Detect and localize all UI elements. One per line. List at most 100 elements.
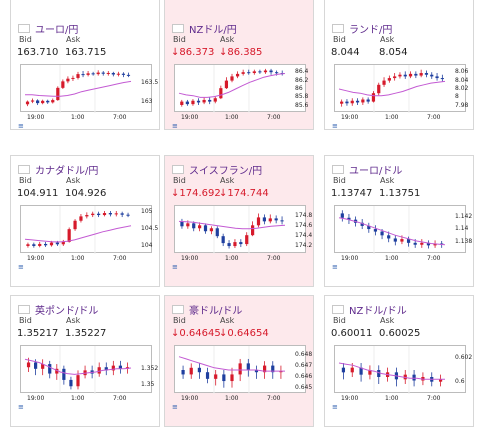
- pair-title[interactable]: ユーロ/円: [35, 25, 79, 36]
- ask-value-text: 0.64654: [227, 328, 269, 339]
- bid-label: Bid: [19, 35, 32, 44]
- pair-title[interactable]: スイスフラン/円: [189, 166, 263, 177]
- pair-title[interactable]: ユーロ/ドル: [349, 166, 403, 177]
- y-axis-tick: 0.6: [455, 377, 465, 385]
- bid-label: Bid: [19, 176, 32, 185]
- ask-label: Ask: [66, 176, 81, 185]
- price-chart[interactable]: 174.8 174.6 174.4 174.2: [174, 205, 312, 254]
- candle-body: [108, 213, 112, 215]
- candle-body: [269, 70, 273, 73]
- candle-body: [377, 370, 381, 377]
- y-axis-tick: 163: [141, 98, 153, 106]
- menu-icon[interactable]: ≡: [172, 263, 178, 271]
- candle-body: [347, 217, 351, 220]
- price-chart[interactable]: 8.06 8.04 8.02 8 7.98: [334, 64, 468, 113]
- candle-body: [430, 74, 434, 77]
- price-chart[interactable]: 86.4 86.2 86 85.8 85.6: [174, 64, 309, 113]
- price-chart[interactable]: 0.648 0.647 0.646 0.645: [174, 345, 312, 394]
- rate-card-eurusd[interactable]: ユーロ/ドル Bid Ask 1.13747 1.13751 1.142 1.14 1.138…: [324, 155, 474, 287]
- candle-body: [34, 362, 38, 369]
- candle-body: [106, 72, 110, 74]
- rate-card-eurjpy[interactable]: ユーロ/円 Bid Ask 163.710 163.715 163.5 163 19:00 1:…: [10, 0, 160, 130]
- rate-card-cadjpy[interactable]: カナダドル/円 Bid Ask 104.911 104.926 105 104.5 104 19…: [10, 155, 160, 287]
- rate-card-chfjpy[interactable]: スイスフラン/円 Bid Ask ↓174.692 ↓174.744 174.8 174.6…: [164, 155, 314, 287]
- x-axis-tick: 1:00: [71, 114, 85, 121]
- menu-icon[interactable]: ≡: [18, 122, 24, 130]
- rate-card-zarjpy[interactable]: ランド/円 Bid Ask 8.044 8.054 8.06 8.04 8.02 8 7.98 19…: [324, 0, 474, 130]
- menu-icon[interactable]: ≡: [18, 263, 24, 271]
- rate-card-gbpusd[interactable]: 英ポンド/ドル Bid Ask 1.35217 1.35227 1.352 1.35 19:0…: [10, 295, 160, 427]
- bid-value: 1.13747: [331, 188, 372, 199]
- x-axis-tick: 1:00: [385, 114, 399, 121]
- candle-body: [341, 367, 346, 373]
- candle-body: [46, 100, 50, 103]
- x-axis-tick: 19:00: [341, 395, 359, 402]
- candle-body: [227, 243, 231, 247]
- price-chart[interactable]: 0.602 0.6: [334, 345, 472, 394]
- flag-icon: [18, 305, 30, 314]
- down-arrow-icon: ↓: [219, 188, 228, 199]
- bid-value: 0.60011: [331, 328, 372, 339]
- candle-body: [208, 99, 212, 102]
- bid-label: Bid: [173, 35, 186, 44]
- bid-value-text: 8.044: [331, 47, 360, 58]
- moving-average-line: [338, 80, 446, 97]
- candle-body: [406, 239, 411, 243]
- chart-plot: [24, 346, 132, 394]
- bid-label: Bid: [19, 316, 32, 325]
- ask-value: 163.715: [65, 47, 106, 58]
- menu-icon[interactable]: ≡: [332, 403, 338, 411]
- pair-title[interactable]: 英ポンド/ドル: [35, 306, 99, 317]
- bid-label: Bid: [333, 35, 346, 44]
- bid-value: 104.911: [17, 188, 58, 199]
- flag-icon: [172, 165, 184, 174]
- candle-body: [205, 372, 210, 379]
- candle-body: [55, 368, 59, 374]
- price-chart[interactable]: 163.5 163: [20, 64, 158, 113]
- pair-title[interactable]: NZドル/ドル: [349, 306, 407, 317]
- chart-plot: [338, 65, 446, 113]
- candle-body: [118, 365, 122, 369]
- candle-body: [221, 236, 225, 244]
- down-arrow-icon: ↓: [171, 47, 180, 58]
- price-chart[interactable]: 1.352 1.35: [20, 345, 158, 394]
- y-axis-tick: 85.8: [295, 93, 309, 101]
- menu-icon[interactable]: ≡: [172, 122, 178, 130]
- x-axis-tick: 1:00: [385, 395, 399, 402]
- pair-title[interactable]: 豪ドル/ドル: [189, 306, 243, 317]
- menu-icon[interactable]: ≡: [18, 403, 24, 411]
- price-chart[interactable]: 1.142 1.14 1.138: [334, 205, 472, 254]
- chart-plot: [338, 346, 445, 394]
- candle-body: [189, 367, 193, 375]
- menu-icon[interactable]: ≡: [332, 263, 338, 271]
- pair-title[interactable]: ランド/円: [349, 25, 393, 36]
- ask-value-text: 1.13751: [379, 188, 421, 199]
- candle-body: [263, 70, 268, 73]
- pair-title[interactable]: NZドル/円: [189, 25, 237, 36]
- candle-body: [387, 78, 391, 81]
- x-axis-tick: 19:00: [27, 255, 45, 262]
- candle-body: [61, 241, 65, 245]
- rate-card-nzdjpy[interactable]: NZドル/円 Bid Ask ↓86.373 ↓86.385 86.4 86.2 86 85.8…: [164, 0, 314, 130]
- candle-body: [191, 100, 195, 105]
- moving-average-line: [338, 217, 446, 246]
- bid-value-text: 0.60011: [331, 328, 373, 339]
- candle-body: [252, 71, 256, 74]
- rate-card-nzdusd[interactable]: NZドル/ドル Bid Ask 0.60011 0.60025 0.602 0.6 19:00…: [324, 295, 474, 427]
- y-axis-tick: 104: [141, 241, 153, 249]
- y-axis-tick: 163.5: [141, 79, 159, 87]
- bid-value-text: 1.35217: [17, 328, 59, 339]
- candle-body: [96, 72, 100, 75]
- down-arrow-icon: ↓: [171, 328, 180, 339]
- price-chart[interactable]: 105 104.5 104: [20, 205, 158, 254]
- ask-label: Ask: [380, 176, 395, 185]
- pair-title[interactable]: カナダドル/円: [35, 166, 99, 177]
- x-axis-tick: 1:00: [225, 395, 239, 402]
- candle-body: [382, 80, 386, 85]
- rate-card-audusd[interactable]: 豪ドル/ドル Bid Ask ↓0.64645 ↓0.64654 0.648 0.647 0.…: [164, 295, 314, 427]
- candle-body: [192, 223, 196, 229]
- menu-icon[interactable]: ≡: [172, 403, 178, 411]
- flag-icon: [172, 24, 184, 33]
- candle-body: [209, 228, 213, 232]
- menu-icon[interactable]: ≡: [332, 122, 338, 130]
